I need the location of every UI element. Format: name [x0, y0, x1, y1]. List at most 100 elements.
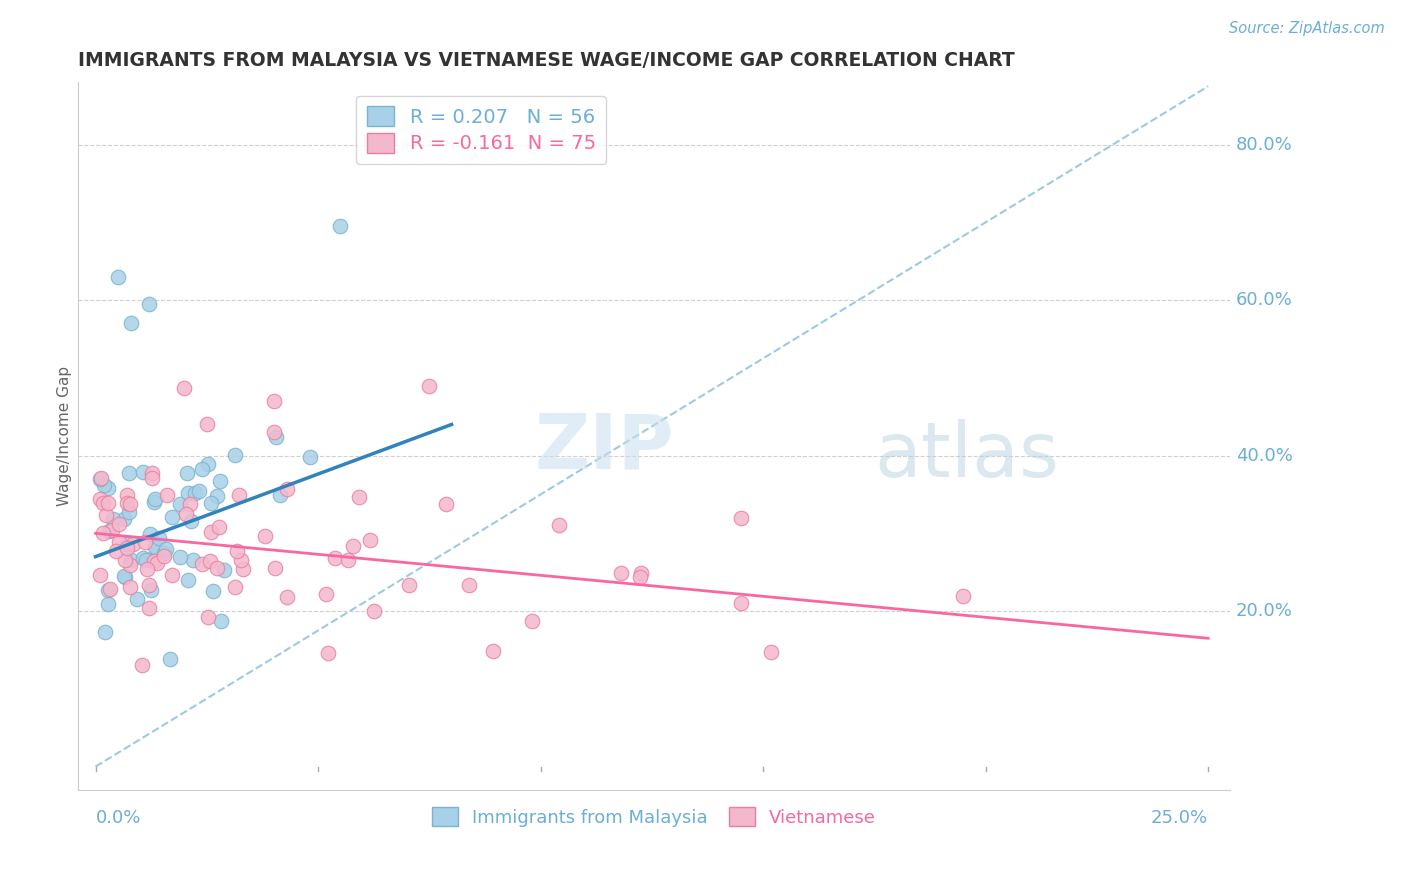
Point — [276, 590, 298, 604]
Point — [173, 381, 195, 395]
Text: 25.0%: 25.0% — [1152, 809, 1208, 828]
Point — [176, 466, 198, 480]
Point — [142, 554, 165, 568]
Point — [100, 524, 122, 538]
Point — [114, 570, 136, 584]
Point — [201, 583, 224, 598]
Point — [141, 466, 163, 480]
Point — [159, 652, 181, 666]
Point — [224, 580, 246, 594]
Point — [117, 541, 139, 555]
Point — [200, 524, 222, 539]
Point — [458, 578, 481, 592]
Point — [226, 544, 249, 558]
Point — [169, 549, 191, 564]
Point — [609, 566, 631, 580]
Point — [191, 557, 214, 571]
Point — [107, 269, 129, 284]
Point — [263, 394, 285, 409]
Y-axis label: Wage/Income Gap: Wage/Income Gap — [58, 366, 72, 506]
Point — [263, 425, 285, 440]
Point — [481, 644, 503, 658]
Point — [120, 317, 142, 331]
Text: atlas: atlas — [875, 418, 1059, 492]
Point — [141, 471, 163, 485]
Point — [276, 482, 298, 496]
Point — [359, 533, 381, 547]
Point — [114, 553, 136, 567]
Point — [127, 591, 149, 606]
Point — [103, 512, 125, 526]
Point — [97, 524, 120, 538]
Point — [342, 539, 364, 553]
Point — [176, 574, 198, 588]
Point — [323, 551, 346, 566]
Text: 40.0%: 40.0% — [1236, 447, 1294, 465]
Point — [94, 508, 117, 522]
Point — [207, 489, 229, 503]
Point — [138, 578, 160, 592]
Point — [200, 496, 222, 510]
Point — [148, 532, 170, 546]
Point — [115, 537, 138, 551]
Point — [98, 582, 121, 596]
Point — [118, 505, 141, 519]
Legend: Immigrants from Malaysia, Vietnamese: Immigrants from Malaysia, Vietnamese — [425, 800, 883, 834]
Point — [91, 496, 114, 510]
Point — [630, 566, 652, 580]
Point — [138, 601, 160, 615]
Point — [180, 514, 202, 528]
Point — [316, 646, 339, 660]
Point — [208, 520, 231, 534]
Point — [253, 529, 276, 543]
Point — [134, 534, 156, 549]
Point — [132, 465, 155, 479]
Point — [156, 488, 179, 502]
Point — [153, 546, 176, 560]
Point — [232, 562, 254, 576]
Point — [179, 497, 201, 511]
Point — [188, 484, 211, 499]
Point — [160, 509, 183, 524]
Point — [231, 553, 253, 567]
Point — [336, 553, 359, 567]
Point — [120, 553, 142, 567]
Point — [264, 561, 287, 575]
Text: 60.0%: 60.0% — [1236, 291, 1292, 309]
Point — [952, 589, 974, 603]
Point — [104, 544, 127, 558]
Text: Source: ZipAtlas.com: Source: ZipAtlas.com — [1229, 21, 1385, 36]
Text: 20.0%: 20.0% — [1236, 602, 1294, 620]
Point — [112, 512, 135, 526]
Point — [315, 587, 337, 601]
Point — [209, 614, 232, 628]
Point — [146, 545, 169, 559]
Point — [759, 645, 782, 659]
Point — [118, 497, 141, 511]
Point — [212, 563, 235, 577]
Text: ZIP: ZIP — [534, 411, 673, 484]
Point — [131, 551, 153, 566]
Point — [118, 467, 141, 481]
Point — [183, 485, 205, 500]
Point — [269, 487, 291, 501]
Point — [398, 578, 420, 592]
Point — [141, 583, 163, 598]
Point — [329, 219, 352, 234]
Point — [298, 450, 321, 464]
Point — [208, 474, 231, 488]
Point — [145, 492, 167, 507]
Point — [207, 561, 229, 575]
Point — [181, 552, 204, 566]
Point — [228, 488, 250, 502]
Point — [120, 558, 142, 573]
Point — [418, 378, 440, 392]
Point — [160, 568, 183, 582]
Point — [146, 556, 169, 570]
Point — [195, 417, 218, 432]
Point — [89, 568, 111, 582]
Point — [90, 471, 112, 485]
Point — [139, 527, 162, 541]
Point — [94, 625, 117, 640]
Point — [190, 462, 212, 476]
